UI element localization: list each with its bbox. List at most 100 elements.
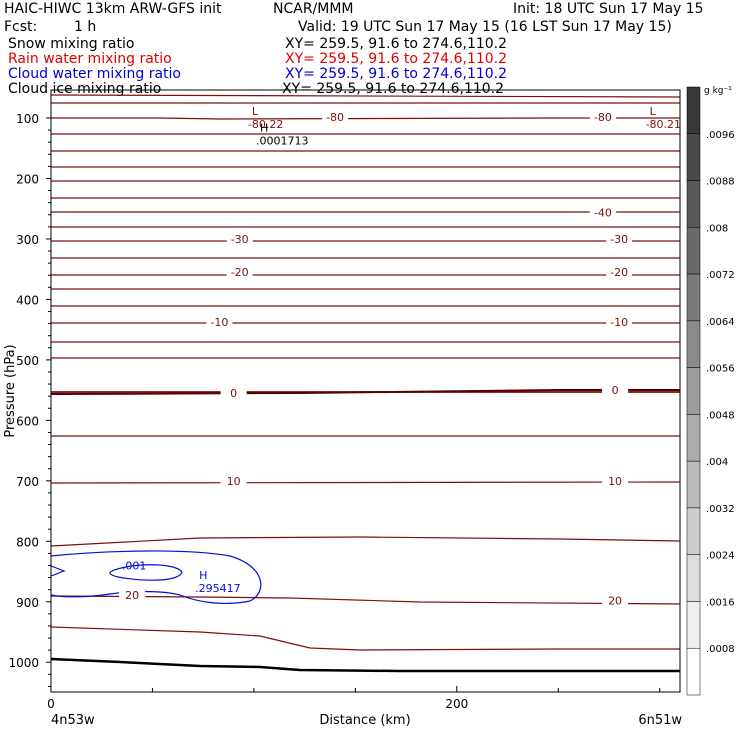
center-label: NCAR/MMM <box>273 1 354 17</box>
temperature-contour-label: 10 <box>608 475 622 488</box>
temperature-contour-label: -80 <box>594 111 612 124</box>
contour-label-bg <box>606 231 633 245</box>
init-time: Init: 18 UTC Sun 17 May 15 <box>513 1 704 17</box>
colorbar-swatch <box>686 320 701 368</box>
field-cloudice-name: Cloud ice mixing ratio <box>8 81 162 97</box>
colorbar-label: .0096 <box>706 130 735 141</box>
y-tick-label: 100 <box>16 112 39 126</box>
cloud-water-label: .001 <box>122 559 147 572</box>
temperature-contour-label: 20 <box>608 595 622 608</box>
temperature-contour-label: -30 <box>231 233 249 246</box>
contour-label-bg <box>602 383 629 397</box>
field-cloudice-xy: XY= 259.5, 91.6 to 274.6,110.2 <box>282 81 505 97</box>
temperature-contour-label: -80 <box>326 111 344 124</box>
temperature-contour-label: -20 <box>610 266 628 279</box>
cloud-water-outer <box>50 550 262 605</box>
temperature-contour-label: 0 <box>612 384 619 397</box>
field-rain-xy: XY= 259.5, 91.6 to 274.6,110.2 <box>285 51 508 67</box>
colorbar-swatch <box>686 460 701 509</box>
contour-label-bg <box>606 314 633 328</box>
contour-label-bg <box>119 588 146 602</box>
colorbar: .0096 .0088 .008 .0072 .0064 .0056 .0048 .004 .0… <box>686 86 735 696</box>
colorbar-label: .0088 <box>706 177 735 188</box>
contour-label-bg <box>606 265 633 279</box>
contour-label-bg <box>589 109 616 123</box>
contour-line <box>50 536 681 547</box>
temperature-contour-label: -20 <box>231 266 249 279</box>
colorbar-label: .004 <box>706 457 728 468</box>
extremum-type: H <box>199 569 207 582</box>
colorbar-swatch <box>686 86 701 135</box>
x-tick-label: 200 <box>445 697 468 711</box>
temperature-contour-label: -10 <box>610 316 628 329</box>
y-tick-label: 900 <box>16 596 39 610</box>
contour-label-bg <box>206 314 233 328</box>
x-tick-label: 0 <box>47 697 55 711</box>
contour-labels: -80 -80 -40 -30 -30 -20 -20 -10 -10 0 0 10 10 20 20 .00… <box>119 109 633 608</box>
temperature-contour-label: 0 <box>230 387 237 400</box>
forecast-label: Fcst: <box>4 19 38 35</box>
contour-label-bg <box>226 265 253 279</box>
colorbar-label: .0024 <box>706 551 735 562</box>
extremum-value: -80.21 <box>646 118 681 131</box>
plot-frame <box>50 89 681 693</box>
y-tick-label: 400 <box>16 293 39 307</box>
x-left-label: 4n53w <box>51 713 95 728</box>
x-right-label: 6n51w <box>638 713 682 728</box>
y-axis-label: Pressure (hPa) <box>3 344 18 437</box>
colorbar-swatch <box>686 554 701 602</box>
temperature-contour-label: -30 <box>610 233 628 246</box>
colorbar-unit: g kg⁻¹ <box>704 86 732 96</box>
contour-line <box>51 117 680 120</box>
colorbar-label: .008 <box>706 223 728 234</box>
cloud-water-edge <box>50 565 66 577</box>
colorbar-label: .0056 <box>706 364 735 375</box>
colorbar-swatch <box>686 414 701 462</box>
y-tick-label: 700 <box>16 475 39 489</box>
contour-line <box>50 94 681 98</box>
contour-label-bg <box>602 473 629 487</box>
colorbar-label: .0064 <box>706 317 735 328</box>
y-tick-label: 300 <box>16 233 39 247</box>
x-axis-label: Distance (km) <box>319 713 410 728</box>
valid-time: Valid: 19 UTC Sun 17 May 15 (16 LST Sun … <box>298 19 672 35</box>
y-tick-label: 800 <box>16 535 39 549</box>
temperature-contour-label: 20 <box>125 589 139 602</box>
contour-label-bg <box>220 386 247 400</box>
cloud-water-inner <box>109 564 183 581</box>
colorbar-label: .0016 <box>706 597 735 608</box>
x-axis: 0 200 <box>47 686 661 711</box>
temperature-contour-label: -10 <box>210 316 228 329</box>
field-cloudwater-xy: XY= 259.5, 91.6 to 274.6,110.2 <box>285 66 508 82</box>
field-cloudwater-name: Cloud water mixing ratio <box>8 66 181 82</box>
y-tick-label: 600 <box>16 414 39 428</box>
contour-label-bg <box>226 231 253 245</box>
extremum-type: H <box>260 122 268 135</box>
field-snow-xy: XY= 259.5, 91.6 to 274.6,110.2 <box>285 36 508 52</box>
cloud-water-contours <box>50 550 262 605</box>
extremum-value: -80.22 <box>248 118 283 131</box>
colorbar-swatch <box>686 180 701 228</box>
terrain-line <box>50 657 680 673</box>
colorbar-label: .0032 <box>706 504 735 515</box>
y-tick-label: 200 <box>16 172 39 186</box>
colorbar-swatch <box>686 273 701 322</box>
colorbar-swatch <box>686 227 701 275</box>
extremum-value: .295417 <box>195 582 241 595</box>
extremum-value: .0001713 <box>256 135 309 148</box>
colorbar-swatch <box>686 601 701 649</box>
contour-label-bg <box>602 593 629 607</box>
colorbar-swatch <box>686 133 701 181</box>
contour-line <box>50 595 681 605</box>
colorbar-label: .0048 <box>706 410 735 421</box>
temperature-contours <box>50 94 681 651</box>
contour-label-bg <box>220 473 247 487</box>
contour-line <box>50 481 681 484</box>
y-axis: 100 200 300 400 500 600 700 800 900 1000 <box>8 112 51 687</box>
temperature-contour-label: 10 <box>227 475 241 488</box>
colorbar-swatch <box>686 507 701 555</box>
contour-label-bg <box>589 205 616 219</box>
y-tick-label: 1000 <box>8 656 39 670</box>
